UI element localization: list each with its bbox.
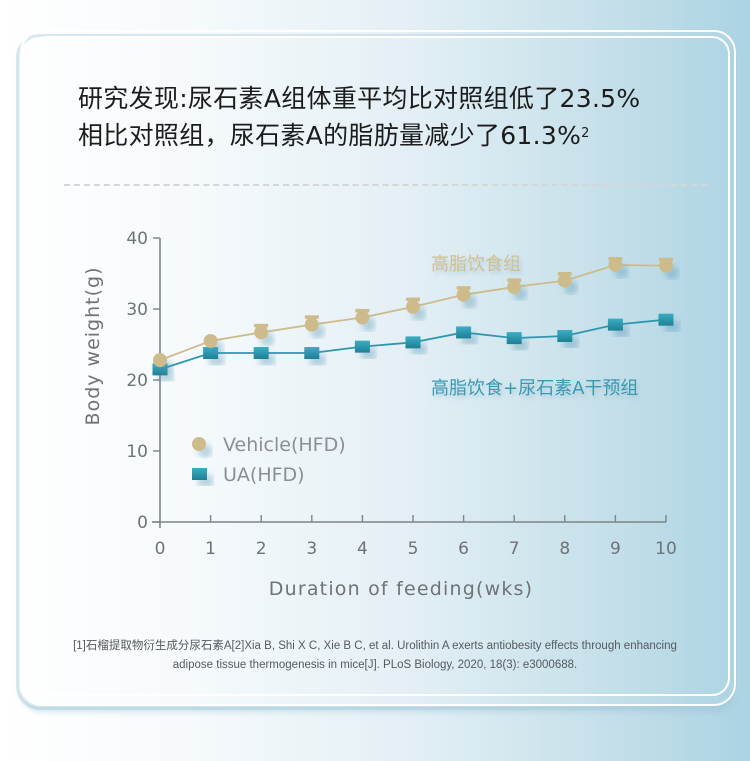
legend-marker-ua [192, 468, 207, 480]
legend: Vehicle(HFD) UA(HFD) [192, 434, 346, 486]
series-layer [152, 257, 674, 376]
x-tick-label: 5 [408, 539, 419, 559]
y-tick-label: 0 [137, 513, 148, 533]
data-point [456, 326, 472, 339]
legend-label-ua: UA(HFD) [223, 464, 305, 486]
x-tick-label: 10 [655, 539, 677, 559]
legend-marker-vehicle [192, 437, 206, 451]
error-cap [406, 297, 420, 302]
data-point [304, 347, 320, 360]
data-point [355, 310, 370, 325]
card-frame-inner [28, 36, 730, 696]
x-tick-label: 8 [559, 539, 570, 559]
data-point [658, 313, 674, 326]
data-point [456, 287, 471, 302]
annotation-ua: 高脂饮食+尿石素A干预组 [431, 378, 638, 399]
data-point [607, 318, 623, 331]
data-point [354, 340, 370, 353]
footnote-line-2: adipose tissue thermogenesis in mice[J].… [172, 659, 578, 671]
data-point [253, 347, 269, 360]
data-point [506, 332, 522, 345]
dashed-divider [64, 184, 707, 186]
y-axis-label: Body weight(g) [82, 267, 104, 426]
x-tick-label: 4 [357, 539, 368, 559]
data-point [507, 279, 522, 294]
series-vehicle [153, 257, 673, 368]
footnote: [1]石榴提取物衍生成分尿石素A[2]Xia B, Shi X C, Xie B… [30, 637, 720, 675]
data-point [304, 317, 319, 332]
data-point [659, 258, 673, 273]
data-point [153, 353, 167, 368]
x-tick-label: 0 [155, 539, 166, 559]
y-tick-label: 30 [126, 300, 148, 320]
data-point [254, 325, 269, 340]
data-point [608, 257, 623, 272]
x-tick-label: 6 [458, 539, 469, 559]
x-tick-label: 2 [256, 539, 267, 559]
citation-superscript: 2 [581, 126, 590, 141]
headline-line-2: 相比对照组，尿石素A的脂肪量减少了61.3%2 [78, 117, 718, 154]
data-point [557, 273, 572, 288]
data-point [203, 347, 219, 360]
card-frame-outer [20, 30, 736, 706]
data-point [405, 336, 421, 349]
annotation-vehicle: 高脂饮食组 [431, 254, 521, 275]
data-point [203, 333, 218, 348]
series-ua [152, 313, 674, 376]
y-tick-label: 10 [126, 442, 148, 462]
footnote-line-1: [1]石榴提取物衍生成分尿石素A[2]Xia B, Shi X C, Xie B… [73, 640, 677, 652]
data-point [152, 363, 168, 376]
card-frame-shadow [16, 34, 740, 710]
data-point [406, 299, 420, 314]
x-axis-label: Duration of feeding(wks) [269, 578, 534, 600]
headline-line-2-text: 相比对照组，尿石素A的脂肪量减少了61.3% [78, 121, 582, 150]
x-tick-label: 7 [509, 539, 520, 559]
y-tick-label: 40 [126, 229, 148, 249]
headline-line-1: 研究发现:尿石素A组体重平均比对照组低了23.5% [78, 84, 641, 113]
axes: 0 10 20 30 40 0 1 2 3 4 5 6 7 8 9 10 [126, 229, 676, 559]
x-tick-label: 9 [610, 539, 621, 559]
data-point [557, 329, 573, 342]
y-tick-label: 20 [126, 371, 148, 391]
legend-label-vehicle: Vehicle(HFD) [223, 434, 346, 456]
x-tick-label: 3 [306, 539, 317, 559]
headline: 研究发现:尿石素A组体重平均比对照组低了23.5% 相比对照组，尿石素A的脂肪量… [78, 80, 718, 154]
x-tick-label: 1 [205, 539, 216, 559]
error-cap [304, 315, 319, 319]
